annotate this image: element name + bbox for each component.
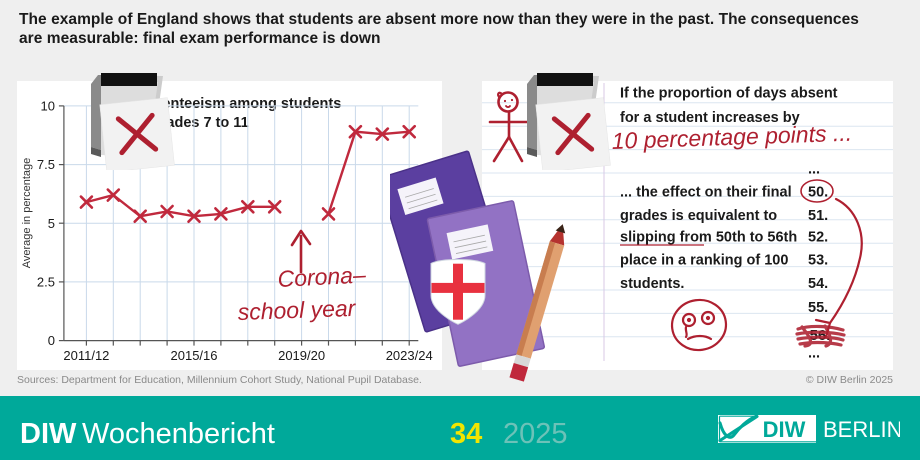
svg-text:10: 10 xyxy=(41,99,55,114)
svg-text:2015/16: 2015/16 xyxy=(171,348,218,363)
svg-text:51.: 51. xyxy=(808,208,828,224)
svg-text:55.: 55. xyxy=(808,300,828,316)
svg-text:53.: 53. xyxy=(808,253,828,269)
svg-text:BERLIN: BERLIN xyxy=(823,417,900,442)
svg-text:If the proportion of days abse: If the proportion of days absent xyxy=(620,86,838,102)
svg-text:2.5: 2.5 xyxy=(37,275,55,290)
svg-text:52.: 52. xyxy=(808,229,828,245)
svg-text:7.5: 7.5 xyxy=(37,157,55,172)
svg-text:50.: 50. xyxy=(808,185,828,201)
svg-text:Corona–: Corona– xyxy=(277,261,367,292)
svg-text:...: ... xyxy=(808,345,820,361)
svg-text:DIW: DIW xyxy=(763,417,806,442)
svg-text:...: ... xyxy=(808,161,820,177)
svg-text:school year: school year xyxy=(238,295,357,325)
svg-text:2011/12: 2011/12 xyxy=(63,348,109,363)
svg-text:0: 0 xyxy=(48,333,55,348)
svg-text:5: 5 xyxy=(48,216,55,231)
svg-text:54.: 54. xyxy=(808,276,828,292)
svg-text:2019/20: 2019/20 xyxy=(278,348,325,363)
